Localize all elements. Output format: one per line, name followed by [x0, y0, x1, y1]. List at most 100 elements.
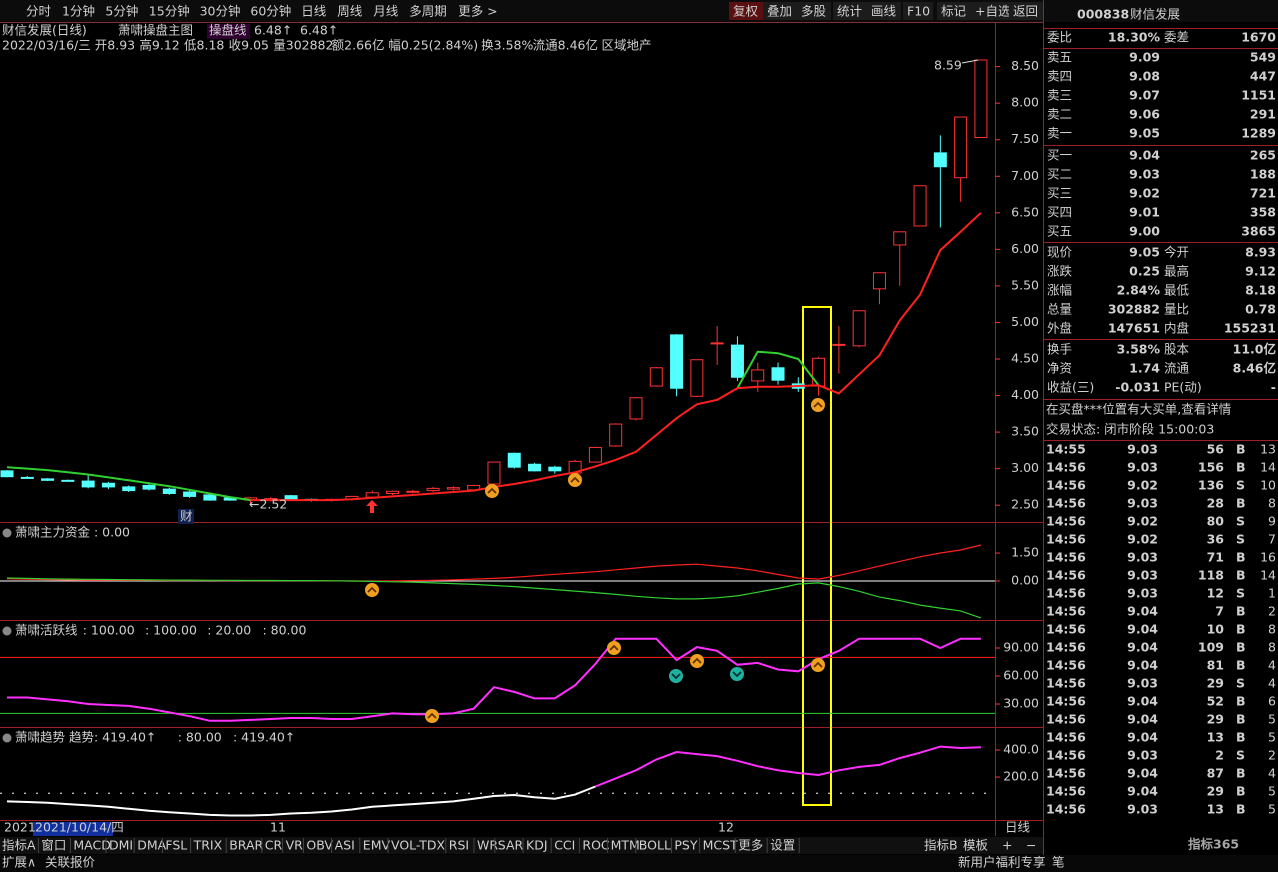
date-label: 12 — [718, 820, 734, 835]
tick-side: B — [1236, 730, 1246, 745]
bid-label: 买二 — [1047, 167, 1072, 182]
period-tab[interactable]: 60分钟 — [250, 4, 291, 19]
indicator-tab[interactable]: DMA — [137, 838, 166, 853]
signal-arrow — [366, 500, 378, 513]
period-tab[interactable]: 更多 > — [458, 4, 497, 19]
info-item: 流通8.46亿 — [533, 38, 598, 53]
signal-icon-mark — [732, 671, 742, 678]
panel-toggle[interactable] — [2, 528, 12, 538]
panel-toggle[interactable] — [2, 733, 12, 743]
panel-toggle[interactable] — [2, 626, 12, 636]
period-tab[interactable]: 分时 — [26, 4, 52, 19]
tick-side: B — [1236, 442, 1246, 457]
quote-label: 最高 — [1164, 264, 1189, 279]
action-button[interactable]: 返回 — [1013, 4, 1038, 19]
indicator-tab[interactable]: PSY — [674, 838, 697, 853]
indicator-tab[interactable]: WR — [477, 838, 498, 853]
tick-volume: 81 — [1207, 658, 1224, 673]
tick-volume: 80 — [1207, 514, 1225, 529]
y-tick-label: 2.50 — [1011, 497, 1039, 512]
candle-body — [629, 397, 643, 420]
quote-label: 现价 — [1047, 245, 1073, 260]
indicator-tab[interactable]: TRIX — [193, 838, 223, 853]
tick-price: 9.04 — [1127, 604, 1158, 619]
info-item: 收9.05 — [229, 38, 269, 53]
action-bg — [797, 2, 831, 20]
candle-body — [183, 491, 197, 497]
quote-label: 涨幅 — [1047, 283, 1072, 298]
tick-volume: 28 — [1207, 496, 1224, 511]
indicator-tab[interactable]: 模板 — [963, 838, 989, 853]
indicator-tab[interactable]: 窗口 — [41, 838, 66, 853]
action-button[interactable]: 标记 — [941, 4, 967, 19]
footer-item[interactable]: 扩展∧ — [2, 855, 36, 870]
indicator-tab[interactable]: OBV — [306, 838, 333, 853]
signal-icon — [690, 654, 704, 668]
indicator-tab[interactable]: EMV — [363, 838, 391, 853]
indicator-tab[interactable]: + — [1002, 838, 1012, 853]
quote-value: 155231 — [1224, 321, 1276, 336]
footer-item[interactable]: 笔 — [1052, 855, 1065, 870]
panel-title: 萧啸趋势 趋势: 419.40↑ — [15, 730, 156, 745]
notice[interactable]: 在买盘***位置有大买单,查看详情 — [1046, 402, 1231, 417]
action-button[interactable]: 画线 — [871, 4, 897, 19]
indicator-tab[interactable]: CCI — [554, 838, 575, 853]
candle-body — [0, 470, 14, 478]
indicator-tab[interactable]: RSI — [449, 838, 469, 853]
panel-title: : 20.00 — [207, 623, 251, 638]
indicator-tab[interactable]: CR — [265, 838, 283, 853]
period-tab[interactable]: 日线 — [301, 4, 327, 19]
candle-body — [548, 466, 562, 472]
indicator-tab[interactable]: KDJ — [526, 838, 548, 853]
quote-label: 内盘 — [1164, 321, 1189, 336]
period-tab[interactable]: 15分钟 — [149, 4, 190, 19]
period-tab[interactable]: 周线 — [337, 4, 363, 19]
indicator-tab[interactable]: ASI — [335, 838, 355, 853]
tick-volume: 136 — [1198, 478, 1224, 493]
action-button[interactable]: F10 — [907, 4, 930, 19]
indicator-tab[interactable]: ROC — [582, 838, 610, 853]
bid-volume: 721 — [1250, 186, 1276, 201]
period-tab[interactable]: 多周期 — [409, 4, 447, 19]
period-tab[interactable]: 5分钟 — [105, 4, 138, 19]
quote-label: 流通 — [1164, 361, 1190, 376]
indicator-tab[interactable]: 指标A — [2, 838, 36, 853]
period-tab[interactable]: 1分钟 — [62, 4, 95, 19]
candle-body — [81, 480, 95, 488]
indicator-tab[interactable]: BRAR — [229, 838, 263, 853]
indicator-tab[interactable]: − — [1026, 838, 1036, 853]
indicator-tab[interactable]: 指标B — [924, 838, 958, 853]
period-tab[interactable]: 30分钟 — [200, 4, 241, 19]
action-button[interactable]: 叠加 — [767, 4, 792, 19]
ask-price: 9.05 — [1129, 126, 1160, 141]
indicator-tab[interactable]: BOLL — [639, 838, 671, 853]
indicator-tab[interactable]: MTM — [611, 838, 640, 853]
y-tick-label: 4.50 — [1011, 350, 1039, 365]
footer-bar — [0, 855, 1278, 872]
action-button[interactable]: +自选 — [975, 4, 1011, 19]
action-bg — [937, 2, 971, 20]
indicator-tab[interactable]: DMI — [109, 838, 133, 853]
period-tab[interactable]: 月线 — [373, 4, 399, 19]
tick-count: 9 — [1268, 514, 1276, 529]
indicator-tab[interactable]: MACD — [73, 838, 110, 853]
action-button[interactable]: 复权 — [733, 4, 759, 19]
indicator-tab[interactable]: VR — [286, 838, 304, 853]
indicator-tab[interactable]: 更多 — [738, 838, 763, 853]
tick-count: 2 — [1268, 604, 1276, 619]
y-tick-label: 0.00 — [1011, 573, 1039, 588]
footer-item[interactable]: 关联报价 — [45, 855, 96, 870]
indicator-tab[interactable]: FSL — [165, 838, 187, 853]
indicator-tab[interactable]: SAR — [498, 838, 524, 853]
footer-item[interactable]: 新用户福利专享 — [958, 855, 1046, 870]
action-button[interactable]: 多股 — [801, 4, 827, 19]
tick-count: 5 — [1268, 784, 1276, 799]
indicator-tab[interactable]: VOL-TDX — [391, 838, 446, 853]
action-button[interactable]: 统计 — [837, 4, 862, 19]
indicator-tab[interactable]: 设置 — [770, 838, 795, 853]
quote-label: 换手 — [1047, 342, 1072, 357]
tick-count: 4 — [1268, 676, 1276, 691]
indicator-tab[interactable]: MCST — [703, 838, 738, 853]
candle-body — [974, 59, 988, 139]
